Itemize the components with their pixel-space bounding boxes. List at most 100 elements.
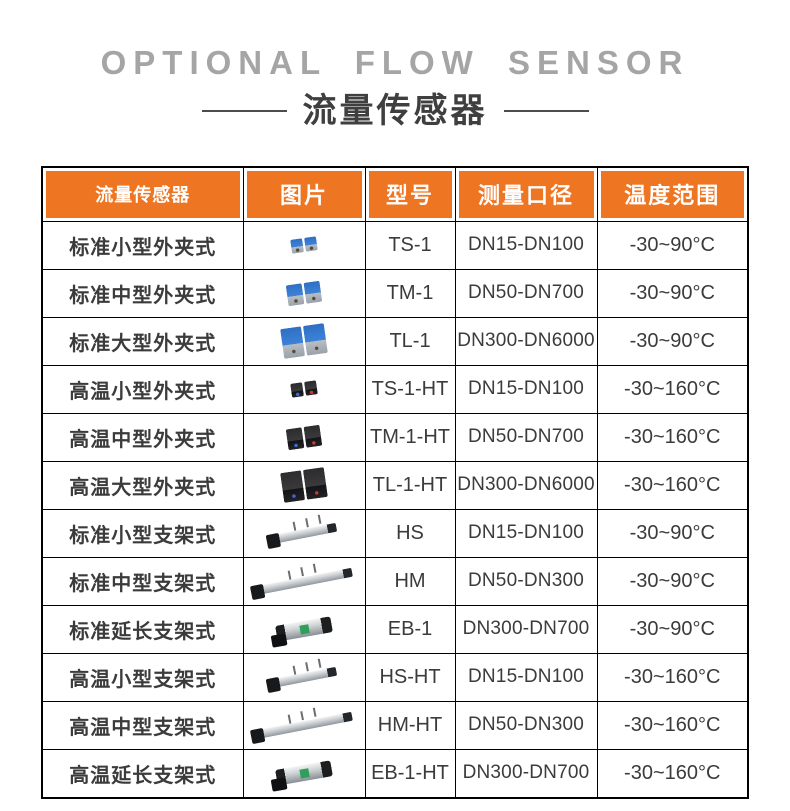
column-header-temperature: 温度范围	[596, 166, 749, 222]
sensor-temperature-cell: -30~90°C	[596, 508, 749, 558]
sensor-model-cell: TS-1	[364, 220, 456, 270]
sensor-type-cell: 标准延长支架式	[41, 604, 244, 654]
title-divider-left	[201, 110, 287, 113]
sensor-temperature-cell: -30~90°C	[596, 556, 749, 606]
sensor-image-cell	[242, 604, 366, 654]
sensor-type-cell: 高温小型支架式	[41, 652, 244, 702]
sensor-image-cell	[242, 748, 366, 799]
title-divider-right	[503, 110, 589, 113]
product-image	[280, 323, 328, 359]
sensor-type-cell: 标准中型支架式	[41, 556, 244, 606]
sensor-type-cell: 高温大型外夹式	[41, 460, 244, 510]
column-header-diameter: 测量口径	[454, 166, 598, 222]
product-image	[255, 711, 353, 740]
product-image	[270, 522, 338, 544]
page-subtitle: 流量传感器	[0, 91, 790, 132]
sensor-type-cell: 高温延长支架式	[41, 748, 244, 799]
sensor-temperature-cell: -30~160°C	[596, 652, 749, 702]
sensor-diameter-cell: DN300-DN6000	[454, 460, 598, 510]
sensor-type-cell: 标准大型外夹式	[41, 316, 244, 366]
table-row: 高温小型外夹式 TS-1-HT DN15-DN100 -30~160°C	[41, 364, 749, 414]
table-row: 标准中型支架式 HM DN50-DN300 -30~90°C	[41, 556, 749, 606]
sensor-diameter-cell: DN300-DN6000	[454, 316, 598, 366]
sensor-diameter-cell: DN15-DN100	[454, 508, 598, 558]
column-header-model: 型号	[364, 166, 456, 222]
flow-sensor-table: 流量传感器 图片 型号 测量口径 温度范围 标准小型外夹式 TS-1 DN15-…	[41, 165, 749, 799]
sensor-temperature-cell: -30~90°C	[596, 268, 749, 318]
sensor-temperature-cell: -30~160°C	[596, 412, 749, 462]
product-image	[280, 467, 328, 503]
sensor-model-cell: TL-1	[364, 316, 456, 366]
column-header-picture: 图片	[242, 166, 366, 222]
table-row: 标准延长支架式 EB-1 DN300-DN700 -30~90°C	[41, 604, 749, 654]
sensor-temperature-cell: -30~90°C	[596, 220, 749, 270]
sensor-diameter-cell: DN15-DN100	[454, 220, 598, 270]
sensor-image-cell	[242, 508, 366, 558]
sensor-type-cell: 标准中型外夹式	[41, 268, 244, 318]
sensor-type-cell: 高温中型外夹式	[41, 412, 244, 462]
sensor-model-cell: TL-1-HT	[364, 460, 456, 510]
table-row: 标准小型支架式 HS DN15-DN100 -30~90°C	[41, 508, 749, 558]
sensor-diameter-cell: DN50-DN300	[454, 556, 598, 606]
sensor-model-cell: HM	[364, 556, 456, 606]
sensor-diameter-cell: DN50-DN700	[454, 268, 598, 318]
table-row: 高温中型外夹式 TM-1-HT DN50-DN700 -30~160°C	[41, 412, 749, 462]
sensor-model-cell: TM-1-HT	[364, 412, 456, 462]
column-header-sensor: 流量传感器	[41, 166, 244, 222]
table-row: 高温小型支架式 HS-HT DN15-DN100 -30~160°C	[41, 652, 749, 702]
product-image	[286, 280, 323, 306]
table-body: 标准小型外夹式 TS-1 DN15-DN100 -30~90°C 标准中型外夹式…	[41, 220, 749, 799]
sensor-type-cell: 高温小型外夹式	[41, 364, 244, 414]
sensor-image-cell	[242, 652, 366, 702]
page-title-cn: 流量传感器	[302, 91, 488, 130]
page-title-en: OPTIONAL FLOW SENSOR	[100, 44, 690, 81]
product-image	[286, 424, 323, 450]
sensor-diameter-cell: DN15-DN100	[454, 364, 598, 414]
sensor-type-cell: 高温中型支架式	[41, 700, 244, 750]
sensor-image-cell	[242, 220, 366, 270]
sensor-diameter-cell: DN15-DN100	[454, 652, 598, 702]
sensor-model-cell: EB-1-HT	[364, 748, 456, 799]
sensor-temperature-cell: -30~160°C	[596, 460, 749, 510]
sensor-diameter-cell: DN50-DN700	[454, 412, 598, 462]
product-image	[270, 666, 338, 688]
table-row: 高温中型支架式 HM-HT DN50-DN300 -30~160°C	[41, 700, 749, 750]
sensor-image-cell	[242, 268, 366, 318]
table-header: 流量传感器 图片 型号 测量口径 温度范围	[41, 166, 749, 222]
sensor-temperature-cell: -30~90°C	[596, 604, 749, 654]
sensor-model-cell: EB-1	[364, 604, 456, 654]
sensor-type-cell: 标准小型支架式	[41, 508, 244, 558]
product-image	[255, 567, 353, 596]
table-row: 高温大型外夹式 TL-1-HT DN300-DN6000 -30~160°C	[41, 460, 749, 510]
sensor-model-cell: HM-HT	[364, 700, 456, 750]
sensor-model-cell: HS	[364, 508, 456, 558]
page-header: OPTIONAL FLOW SENSOR 流量传感器	[0, 0, 790, 132]
sensor-temperature-cell: -30~160°C	[596, 748, 749, 799]
table-row: 标准中型外夹式 TM-1 DN50-DN700 -30~90°C	[41, 268, 749, 318]
product-image	[275, 616, 333, 642]
sensor-model-cell: TS-1-HT	[364, 364, 456, 414]
product-image	[290, 380, 318, 397]
header-row: 流量传感器 图片 型号 测量口径 温度范围	[41, 166, 749, 222]
sensor-diameter-cell: DN300-DN700	[454, 604, 598, 654]
sensor-model-cell: HS-HT	[364, 652, 456, 702]
table-row: 高温延长支架式 EB-1-HT DN300-DN700 -30~160°C	[41, 748, 749, 799]
sensor-image-cell	[242, 316, 366, 366]
sensor-image-cell	[242, 556, 366, 606]
sensor-image-cell	[242, 364, 366, 414]
sensor-temperature-cell: -30~160°C	[596, 364, 749, 414]
sensor-diameter-cell: DN300-DN700	[454, 748, 598, 799]
product-image	[290, 236, 318, 253]
sensor-temperature-cell: -30~160°C	[596, 700, 749, 750]
table-row: 标准小型外夹式 TS-1 DN15-DN100 -30~90°C	[41, 220, 749, 270]
sensor-model-cell: TM-1	[364, 268, 456, 318]
sensor-type-cell: 标准小型外夹式	[41, 220, 244, 270]
sensor-diameter-cell: DN50-DN300	[454, 700, 598, 750]
table-row: 标准大型外夹式 TL-1 DN300-DN6000 -30~90°C	[41, 316, 749, 366]
sensor-temperature-cell: -30~90°C	[596, 316, 749, 366]
sensor-image-cell	[242, 412, 366, 462]
product-image	[275, 760, 333, 786]
sensor-image-cell	[242, 700, 366, 750]
sensor-image-cell	[242, 460, 366, 510]
